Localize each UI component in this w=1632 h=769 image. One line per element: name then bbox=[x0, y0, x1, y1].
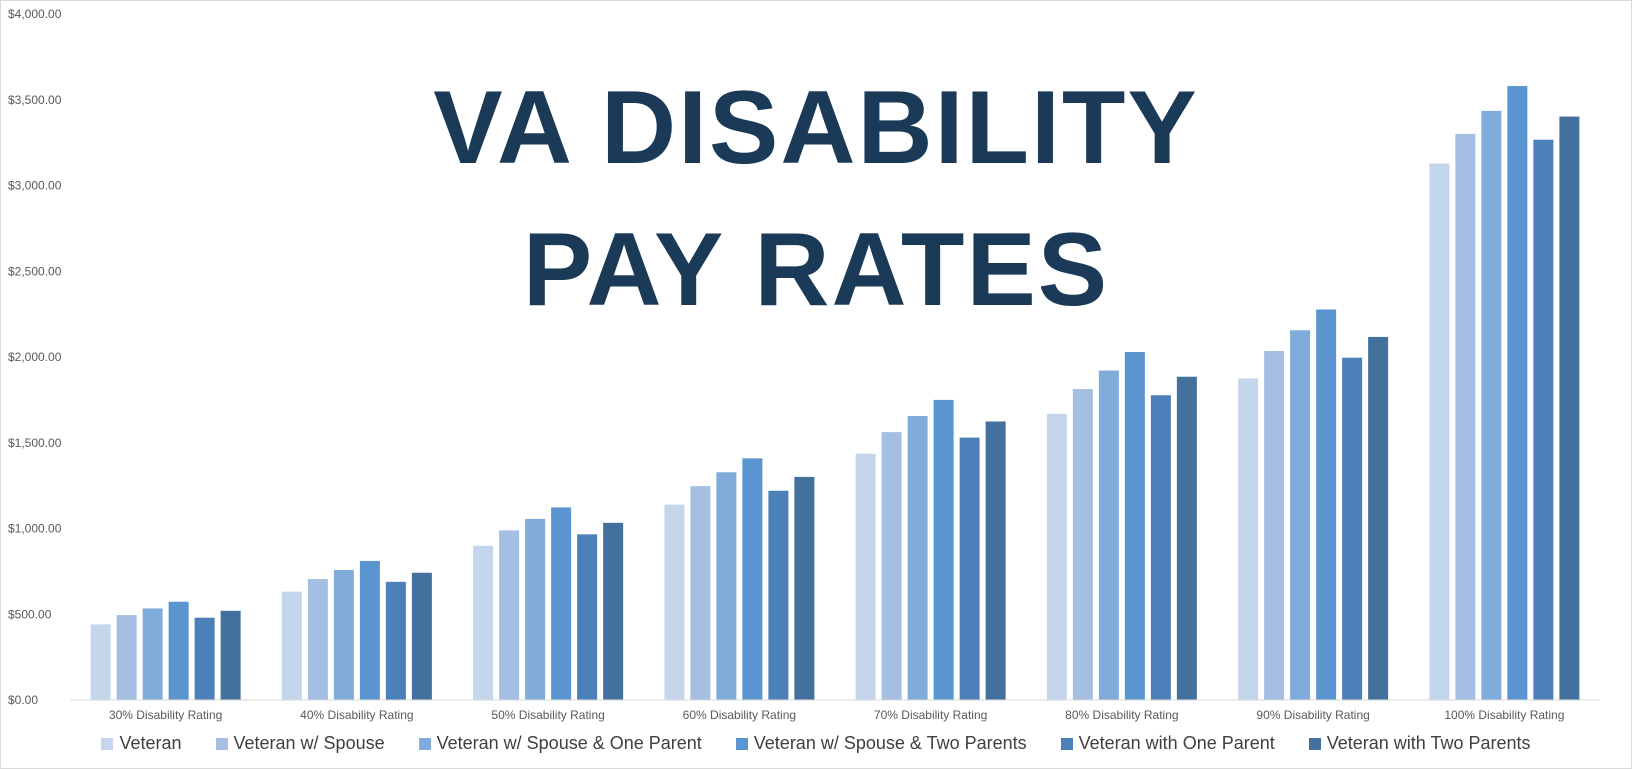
bar bbox=[1264, 350, 1285, 700]
y-tick-label: $3,500.00 bbox=[8, 93, 62, 107]
x-tick-label: 50% Disability Rating bbox=[491, 708, 604, 722]
bar bbox=[690, 486, 711, 700]
bar bbox=[716, 472, 737, 700]
bar bbox=[168, 601, 189, 700]
bar bbox=[307, 579, 328, 700]
bar bbox=[1481, 110, 1502, 700]
bars-group bbox=[90, 86, 1580, 701]
bar bbox=[907, 415, 928, 700]
bar bbox=[1046, 413, 1067, 700]
legend-label: Veteran w/ Spouse & Two Parents bbox=[753, 733, 1027, 753]
legend-item: Veteran w/ Spouse bbox=[215, 733, 385, 754]
bar bbox=[881, 432, 902, 700]
bar bbox=[116, 615, 137, 700]
bar bbox=[281, 591, 302, 700]
bar bbox=[220, 610, 241, 700]
bar bbox=[142, 608, 163, 700]
legend-label: Veteran bbox=[119, 733, 182, 753]
legend-swatch bbox=[215, 737, 228, 750]
legend-item: Veteran w/ Spouse & One Parent bbox=[418, 733, 702, 754]
legend-swatch bbox=[1308, 737, 1321, 750]
legend-swatch bbox=[1060, 737, 1073, 750]
bar bbox=[1316, 309, 1337, 700]
x-tick-label: 90% Disability Rating bbox=[1256, 708, 1369, 722]
bar bbox=[1507, 86, 1528, 700]
x-tick-label: 80% Disability Rating bbox=[1065, 708, 1178, 722]
bar bbox=[333, 570, 354, 700]
y-tick-label: $2,500.00 bbox=[8, 264, 62, 278]
x-tick-label: 70% Disability Rating bbox=[874, 708, 987, 722]
bar bbox=[1342, 357, 1363, 700]
x-axis: 30% Disability Rating 40% Disability Rati… bbox=[70, 699, 1600, 722]
legend-label: Veteran w/ Spouse & One Parent bbox=[436, 733, 702, 753]
y-tick-label: $0.00 bbox=[8, 693, 38, 707]
x-tick-label: 100% Disability Rating bbox=[1444, 708, 1564, 722]
x-tick-label: 60% Disability Rating bbox=[683, 708, 796, 722]
bar bbox=[1368, 336, 1389, 700]
bar bbox=[855, 453, 876, 700]
bar bbox=[385, 581, 406, 700]
chart-title-line-1: VA DISABILITY bbox=[433, 70, 1199, 186]
bar bbox=[1533, 139, 1554, 701]
bar bbox=[959, 437, 980, 700]
bar bbox=[411, 572, 432, 700]
legend-item: Veteran w/ Spouse & Two Parents bbox=[735, 733, 1027, 754]
bar bbox=[1124, 352, 1145, 700]
legend-item: Veteran bbox=[101, 733, 182, 754]
y-tick-label: $4,000.00 bbox=[8, 7, 62, 21]
legend-swatch bbox=[418, 737, 431, 750]
bar bbox=[499, 530, 520, 700]
bar bbox=[768, 490, 789, 700]
legend-label: Veteran with Two Parents bbox=[1326, 733, 1531, 753]
legend-swatch bbox=[101, 737, 114, 750]
y-tick-label: $1,500.00 bbox=[8, 436, 62, 450]
bar bbox=[473, 545, 494, 700]
bar bbox=[90, 624, 111, 700]
y-tick-label: $3,000.00 bbox=[8, 179, 62, 193]
chart-title-line-2: PAY RATES bbox=[522, 212, 1110, 328]
chart-legend: Veteran Veteran w/ Spouse Veteran w/ Spous… bbox=[0, 733, 1632, 754]
bar bbox=[577, 534, 598, 700]
bar bbox=[1072, 389, 1093, 700]
legend-item: Veteran with Two Parents bbox=[1308, 733, 1531, 754]
y-tick-label: $500.00 bbox=[8, 607, 52, 621]
bar bbox=[359, 560, 380, 700]
bar bbox=[1559, 116, 1580, 700]
legend-item: Veteran with One Parent bbox=[1060, 733, 1275, 754]
bar bbox=[794, 476, 815, 700]
bar bbox=[525, 518, 546, 700]
bar bbox=[1098, 370, 1119, 700]
y-axis: $0.00 $500.00 $1,000.00 $1,500.00 $2,000.00 $… bbox=[8, 7, 62, 707]
bar bbox=[1238, 378, 1259, 700]
legend-label: Veteran w/ Spouse bbox=[233, 733, 385, 753]
y-tick-label: $1,000.00 bbox=[8, 522, 62, 536]
bar bbox=[664, 504, 685, 700]
bar bbox=[1455, 133, 1476, 701]
y-tick-label: $2,000.00 bbox=[8, 350, 62, 364]
bar bbox=[742, 458, 763, 700]
bar bbox=[933, 399, 954, 700]
bar bbox=[1290, 330, 1311, 700]
bar bbox=[1150, 395, 1171, 700]
bar bbox=[985, 421, 1006, 700]
bar bbox=[603, 522, 624, 700]
legend-swatch bbox=[735, 737, 748, 750]
legend-label: Veteran with One Parent bbox=[1078, 733, 1275, 753]
bar bbox=[551, 507, 572, 700]
x-tick-label: 40% Disability Rating bbox=[300, 708, 413, 722]
bar bbox=[1176, 376, 1197, 700]
bar bbox=[194, 617, 215, 700]
bar bbox=[1429, 163, 1450, 701]
x-tick-label: 30% Disability Rating bbox=[109, 708, 222, 722]
